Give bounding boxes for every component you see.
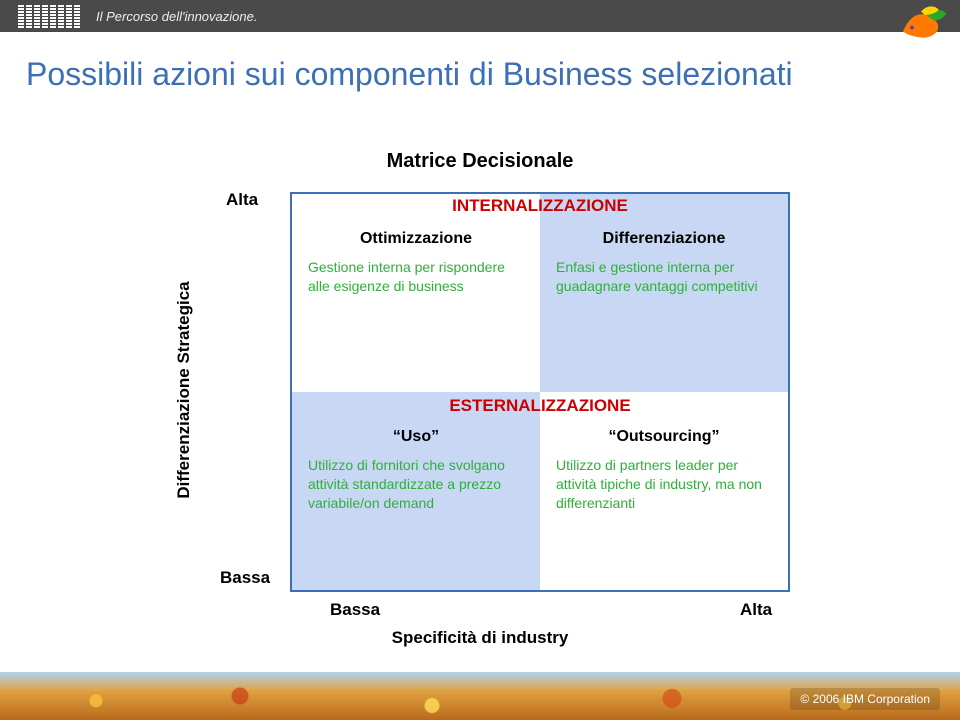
matrix-heading: Matrice Decisionale: [0, 150, 960, 173]
ibm-logo: [18, 5, 80, 28]
x-axis-label: Specificità di industry: [0, 628, 960, 648]
cell-title: Ottimizzazione: [308, 230, 524, 248]
header-tagline: Il Percorso dell'innovazione.: [96, 9, 257, 24]
cell-body: Utilizzo di fornitori che svolgano attiv…: [308, 456, 524, 513]
cell-title: “Uso”: [308, 428, 524, 446]
cell-differenziazione: Differenziazione Enfasi e gestione inter…: [540, 194, 788, 392]
y-axis-low: Bassa: [220, 568, 270, 588]
decision-matrix: Ottimizzazione Gestione interna per risp…: [290, 192, 790, 592]
cell-ottimizzazione: Ottimizzazione Gestione interna per risp…: [292, 194, 540, 392]
cell-outsourcing: “Outsourcing” Utilizzo di partners leade…: [540, 392, 788, 590]
y-axis-label-text: Differenziazione Strategica: [174, 281, 194, 498]
cell-body: Gestione interna per rispondere alle esi…: [308, 258, 524, 296]
x-axis-high: Alta: [740, 600, 772, 620]
cell-body: Utilizzo di partners leader per attività…: [556, 456, 772, 513]
page-title: Possibili azioni sui componenti di Busin…: [26, 56, 866, 93]
copyright-text: © 2006 IBM Corporation: [790, 688, 940, 710]
row-label-top: INTERNALIZZAZIONE: [290, 196, 790, 216]
x-axis-low: Bassa: [330, 600, 380, 620]
cell-title: “Outsourcing”: [556, 428, 772, 446]
header-bar: Il Percorso dell'innovazione.: [0, 0, 960, 32]
cell-body: Enfasi e gestione interna per guadagnare…: [556, 258, 772, 296]
bird-icon: [894, 4, 948, 44]
row-label-bottom: ESTERNALIZZAZIONE: [290, 396, 790, 416]
cell-uso: “Uso” Utilizzo di fornitori che svolgano…: [292, 392, 540, 590]
footer-image-band: © 2006 IBM Corporation: [0, 672, 960, 720]
cell-title: Differenziazione: [556, 230, 772, 248]
y-axis-high: Alta: [226, 190, 258, 210]
